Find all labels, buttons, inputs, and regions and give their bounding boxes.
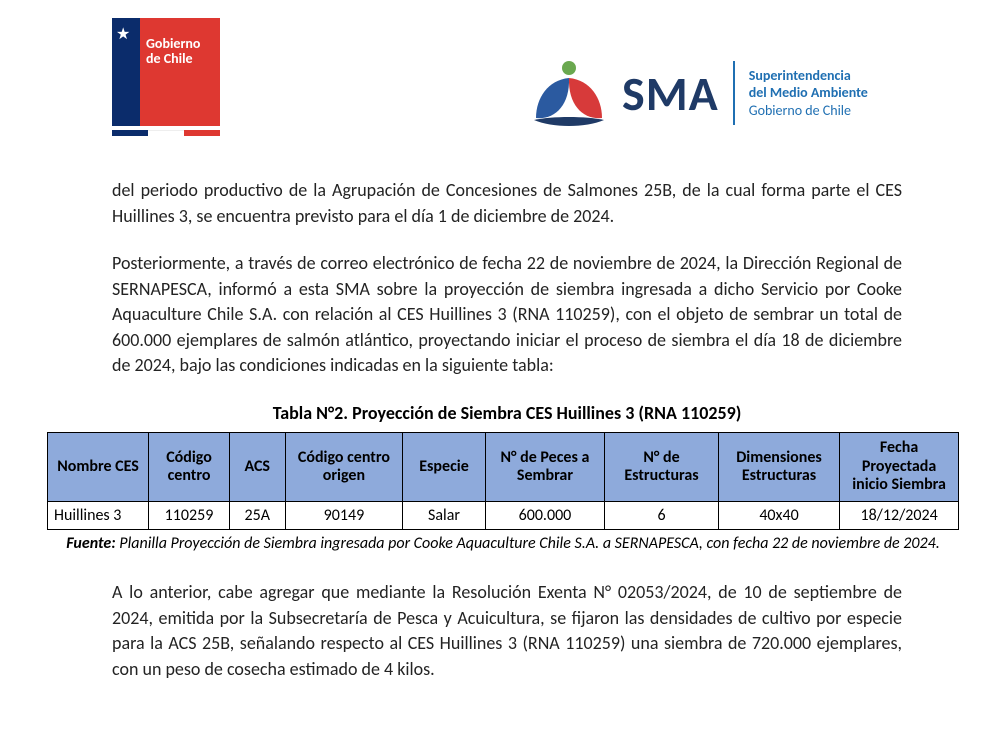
table-col-3: Código centro origen (285, 433, 403, 501)
table-head: Nombre CESCódigo centroACSCódigo centro … (48, 433, 959, 501)
table-col-6: N° de Estructuras (605, 433, 719, 501)
table-cell-r0-c3: 90149 (285, 501, 403, 529)
gob-logo-text: Gobierno de Chile (146, 36, 200, 67)
sma-acronym: SMA (622, 64, 719, 123)
table-cell-r0-c7: 40x40 (718, 501, 839, 529)
document-body-2: A lo anterior, cabe agregar que mediante… (112, 580, 902, 682)
flag-red (184, 130, 220, 136)
table-cell-r0-c8: 18/12/2024 (840, 501, 959, 529)
table-row: Huillines 311025925A90149Salar600.000640… (48, 501, 959, 529)
paragraph-2: Posteriormente, a través de correo elect… (112, 251, 902, 379)
fuente-text: Planilla Proyección de Siembra ingresada… (116, 534, 940, 553)
table-col-1: Código centro (149, 433, 230, 501)
flag-white (148, 130, 184, 137)
sma-divider (733, 61, 735, 125)
page: ★ Gobierno de Chile SMA (0, 0, 1006, 683)
table-col-5: N° de Peces a Sembrar (485, 433, 604, 501)
sma-leaf-icon (530, 58, 608, 128)
gobierno-chile-logo: ★ Gobierno de Chile (112, 18, 220, 126)
gob-logo-star-icon: ★ (116, 24, 130, 44)
paragraph-1: del periodo productivo de la Agrupación … (112, 178, 902, 229)
document-body: del periodo productivo de la Agrupación … (112, 178, 902, 426)
gob-flag-underline (112, 130, 220, 158)
fuente-label: Fuente: (66, 534, 115, 553)
table-col-4: Especie (403, 433, 485, 501)
paragraph-3: A lo anterior, cabe agregar que mediante… (112, 580, 902, 682)
page-header: ★ Gobierno de Chile SMA (0, 18, 1006, 148)
gob-line2: de Chile (146, 50, 193, 67)
table-col-0: Nombre CES (48, 433, 149, 501)
table-cell-r0-c1: 110259 (149, 501, 230, 529)
table-cell-r0-c4: Salar (403, 501, 485, 529)
sma-logo: SMA Superintendencia del Medio Ambiente … (530, 58, 868, 128)
table-source: Fuente: Planilla Proyección de Siembra i… (60, 534, 946, 555)
table-cell-r0-c2: 25A (229, 501, 285, 529)
table-col-7: Dimensiones Estructuras (718, 433, 839, 501)
sma-sub-line3: Gobierno de Chile (749, 102, 868, 120)
sma-sub-line1: Superintendencia (749, 67, 868, 85)
table-header-row: Nombre CESCódigo centroACSCódigo centro … (48, 433, 959, 501)
table-cell-r0-c6: 6 (605, 501, 719, 529)
sma-sub-line2: del Medio Ambiente (749, 84, 868, 102)
table-col-8: Fecha Proyectada inicio Siembra (840, 433, 959, 501)
siembra-table: Nombre CESCódigo centroACSCódigo centro … (47, 432, 959, 529)
table-col-2: ACS (229, 433, 285, 501)
table-cell-r0-c0: Huillines 3 (48, 501, 149, 529)
table-title: Tabla N°2. Proyección de Siembra CES Hui… (112, 401, 902, 427)
sma-subtitle: Superintendencia del Medio Ambiente Gobi… (749, 67, 868, 120)
flag-blue (112, 130, 148, 136)
table-body: Huillines 311025925A90149Salar600.000640… (48, 501, 959, 529)
gob-logo-block: ★ Gobierno de Chile (112, 18, 220, 126)
table-cell-r0-c5: 600.000 (485, 501, 604, 529)
